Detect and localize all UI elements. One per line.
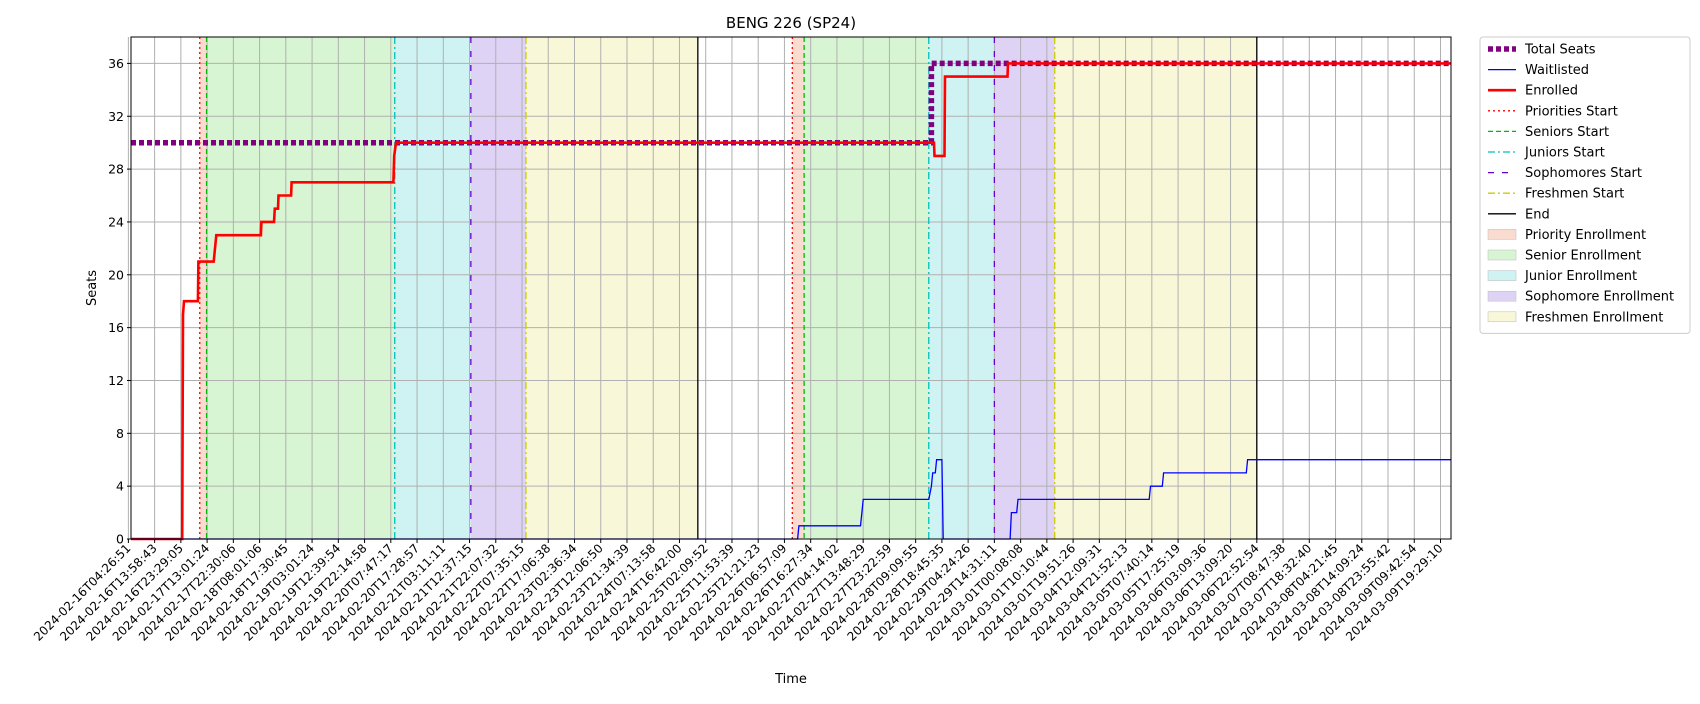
legend-label: Freshmen Start: [1525, 187, 1624, 202]
legend-swatch: [1487, 249, 1517, 261]
plot-frame: [130, 36, 1452, 540]
y-tick-label: 32: [108, 109, 124, 124]
legend-label: Freshmen Enrollment: [1525, 310, 1663, 325]
y-axis-label: Seats: [85, 270, 100, 306]
y-tick-label: 16: [108, 320, 124, 335]
y-axis-ticks: 0 4 8 12 16 20 24 28 32 36: [108, 56, 131, 547]
grid: [127, 37, 1451, 540]
legend-swatch: [1487, 270, 1517, 281]
legend-label: Sophomores Start: [1525, 166, 1642, 181]
legend-label: End: [1525, 207, 1550, 222]
period-band-8: [994, 37, 1055, 539]
y-tick-label: 0: [116, 532, 124, 547]
legend-label: Senior Enrollment: [1525, 249, 1641, 264]
period-bands: [199, 37, 1257, 539]
period-band-4: [525, 37, 698, 539]
legend-label: Total Seats: [1524, 43, 1596, 58]
legend-box: [1479, 36, 1691, 334]
y-tick-label: 28: [108, 162, 124, 177]
legend-label: Juniors Start: [1524, 146, 1605, 161]
period-band-5: [792, 37, 805, 539]
period-band-7: [928, 37, 995, 539]
y-tick-label: 24: [108, 214, 124, 229]
y-tick-label: 20: [108, 267, 124, 282]
period-band-0: [199, 37, 207, 539]
period-band-9: [1054, 37, 1257, 539]
legend-swatch: [1487, 290, 1517, 302]
y-tick-label: 4: [116, 479, 124, 494]
legend-label: Seniors Start: [1525, 125, 1609, 140]
legend-label: Priority Enrollment: [1525, 228, 1646, 243]
legend-label: Sophomore Enrollment: [1525, 290, 1674, 305]
legend-swatch: [1487, 311, 1517, 323]
x-axis-label: Time: [774, 672, 807, 687]
y-tick-label: 12: [108, 373, 124, 388]
phase-lines: [199, 37, 1258, 539]
period-band-1: [206, 37, 395, 539]
period-band-3: [470, 37, 526, 539]
legend-label: Waitlisted: [1525, 63, 1589, 78]
legend-label: Priorities Start: [1525, 104, 1618, 119]
legend-label: Junior Enrollment: [1524, 269, 1637, 284]
period-band-2: [394, 37, 471, 539]
chart-title: BENG 226 (SP24): [726, 14, 856, 32]
y-tick-label: 8: [116, 426, 124, 441]
period-band-6: [804, 37, 929, 539]
series-enrolled: [131, 62, 1451, 541]
legend-label: Enrolled: [1525, 84, 1578, 99]
y-tick-label: 36: [108, 56, 124, 71]
legend: Total Seats Waitlisted Enrolled Priorities …: [1479, 36, 1691, 334]
legend-swatch: [1487, 229, 1517, 240]
